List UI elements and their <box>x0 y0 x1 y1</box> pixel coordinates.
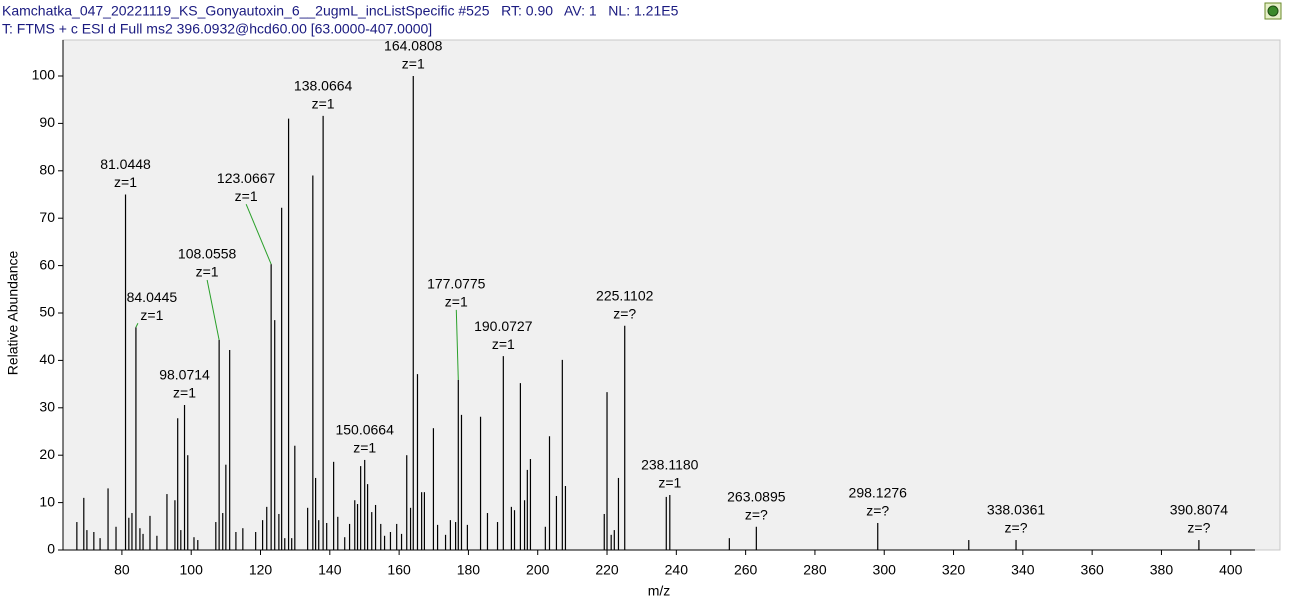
peak-charge-label: z=? <box>745 506 768 522</box>
peak-mz-label: 338.0361 <box>987 502 1046 518</box>
x-tick-label: 320 <box>942 562 966 578</box>
x-tick-label: 380 <box>1150 562 1174 578</box>
peak-charge-label: z=1 <box>173 385 196 401</box>
peak-mz-label: 150.0664 <box>335 422 394 438</box>
y-tick-label: 10 <box>39 493 55 509</box>
scan-header: Kamchatka_047_20221119_KS_Gonyautoxin_6_… <box>2 3 679 19</box>
x-tick-label: 220 <box>595 562 619 578</box>
peak-mz-label: 98.0714 <box>159 367 210 383</box>
peak-mz-label: 108.0558 <box>178 246 237 262</box>
x-tick-label: 300 <box>873 562 897 578</box>
label-leader <box>206 279 220 341</box>
x-tick-label: 140 <box>318 562 342 578</box>
peak-mz-label: 190.0727 <box>474 318 533 334</box>
peak-charge-label: z=? <box>613 306 636 322</box>
y-tick-label: 50 <box>39 304 55 320</box>
y-axis-title: Relative Abundance <box>5 251 21 376</box>
peak-mz-label: 81.0448 <box>100 156 151 172</box>
x-tick-label: 120 <box>249 562 273 578</box>
peak-mz-label: 164.0808 <box>384 38 443 54</box>
peak-mz-label: 177.0775 <box>427 276 486 292</box>
peak-charge-label: z=1 <box>492 336 515 352</box>
x-tick-label: 260 <box>734 562 758 578</box>
peak-mz-label: 84.0445 <box>127 289 178 305</box>
y-tick-label: 40 <box>39 351 55 367</box>
label-leader <box>135 322 139 328</box>
peak-mz-label: 263.0895 <box>727 488 786 504</box>
x-tick-label: 240 <box>665 562 689 578</box>
x-tick-label: 280 <box>803 562 827 578</box>
y-tick-label: 70 <box>39 209 55 225</box>
y-tick-label: 20 <box>39 446 55 462</box>
y-tick-label: 80 <box>39 162 55 178</box>
peak-mz-label: 390.8074 <box>1170 502 1229 518</box>
peak-charge-label: z=1 <box>445 294 468 310</box>
x-tick-label: 80 <box>114 562 130 578</box>
peak-charge-label: z=1 <box>402 56 425 72</box>
y-tick-label: 30 <box>39 399 55 415</box>
peak-charge-label: z=1 <box>235 188 258 204</box>
label-leader <box>245 203 272 265</box>
peak-charge-label: z=? <box>1005 520 1028 536</box>
x-tick-label: 340 <box>1011 562 1035 578</box>
peak-charge-label: z=1 <box>312 96 335 112</box>
pin-icon-dot[interactable] <box>1267 5 1279 17</box>
peak-charge-label: z=1 <box>114 174 137 190</box>
peak-charge-label: z=? <box>866 503 889 519</box>
y-tick-label: 60 <box>39 256 55 272</box>
x-tick-label: 400 <box>1219 562 1243 578</box>
x-tick-label: 180 <box>457 562 481 578</box>
y-tick-label: 90 <box>39 114 55 130</box>
y-tick-label: 100 <box>32 67 56 83</box>
peak-charge-label: z=? <box>1187 520 1210 536</box>
peak-charge-label: z=1 <box>196 264 219 280</box>
label-leader <box>455 309 459 380</box>
filter-header: T: FTMS + c ESI d Full ms2 396.0932@hcd6… <box>2 21 432 37</box>
x-tick-label: 160 <box>387 562 411 578</box>
peak-mz-label: 225.1102 <box>596 288 654 304</box>
x-tick-label: 100 <box>180 562 204 578</box>
x-tick-label: 360 <box>1080 562 1104 578</box>
peak-mz-label: 298.1276 <box>849 485 908 501</box>
peak-mz-label: 238.1180 <box>641 457 699 473</box>
peak-mz-label: 138.0664 <box>294 78 353 94</box>
plot-area <box>62 39 1281 551</box>
peak-charge-label: z=1 <box>658 475 681 491</box>
peak-charge-label: z=1 <box>140 307 163 323</box>
x-axis-title: m/z <box>648 583 671 599</box>
pin-icon[interactable] <box>1264 2 1282 20</box>
peak-mz-label: 123.0667 <box>217 170 276 186</box>
y-tick-label: 0 <box>47 541 55 557</box>
x-tick-label: 200 <box>526 562 550 578</box>
peak-charge-label: z=1 <box>353 440 376 456</box>
